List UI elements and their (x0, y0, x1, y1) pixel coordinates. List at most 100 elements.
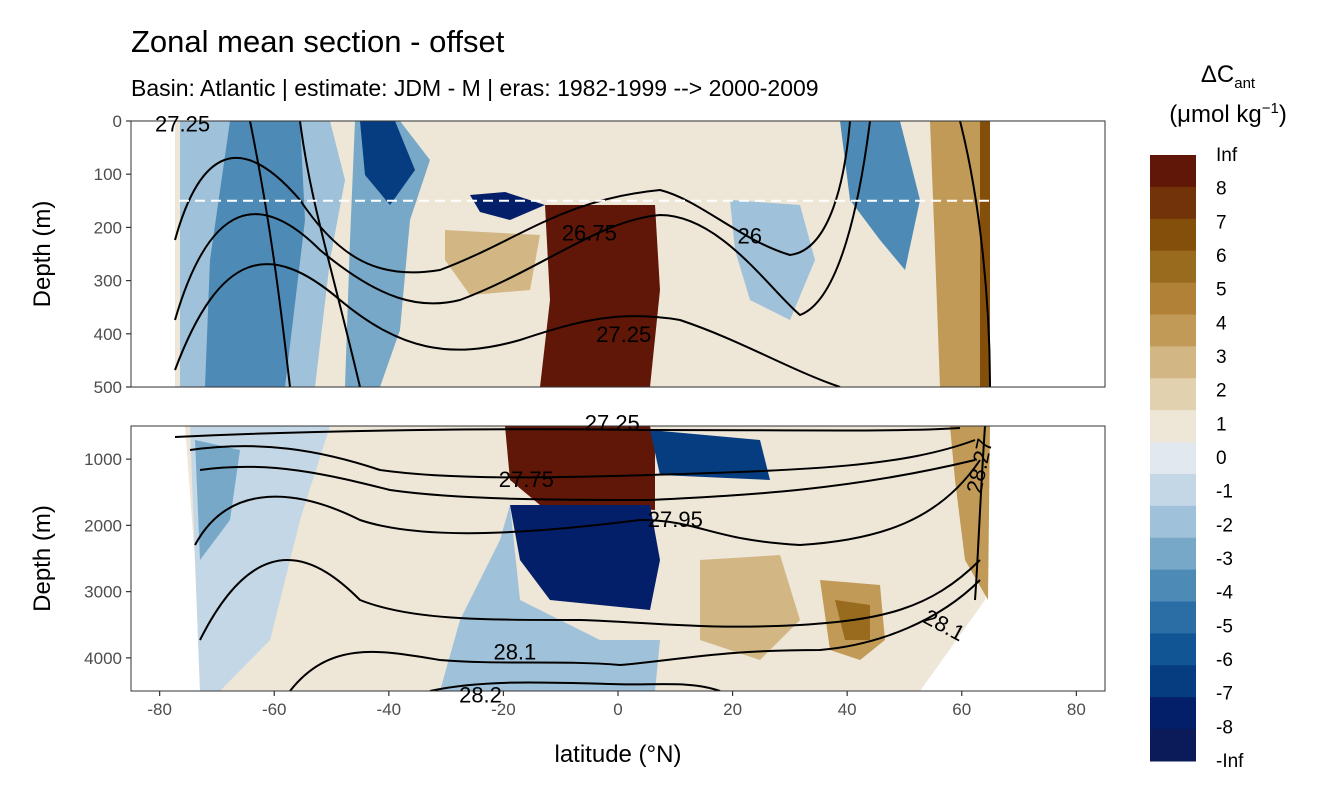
legend-label: 7 (1216, 212, 1227, 233)
x-tick-label: -60 (262, 700, 287, 719)
lower-y-axis-title: Depth (m) (29, 505, 56, 612)
lower-field (131, 426, 1105, 691)
legend-label: -7 (1216, 684, 1233, 705)
legend-label: -3 (1216, 549, 1233, 570)
contour-line (974, 426, 986, 601)
upper-northern-strong (840, 121, 920, 270)
lower-deep-blue-core (510, 505, 660, 610)
legend-label: 4 (1216, 313, 1227, 334)
legend-label: -6 (1216, 650, 1233, 671)
legend-unit-close: ) (1278, 100, 1287, 128)
contour-line (959, 121, 991, 387)
legend-label: -Inf (1216, 751, 1244, 772)
y-tick-label: 300 (94, 272, 122, 291)
legend-label: 2 (1216, 381, 1227, 402)
legend-swatch (1150, 569, 1196, 603)
x-axis-title: latitude (°N) (555, 741, 682, 768)
lower-tan-patch (700, 555, 800, 660)
lower-edge-positive (950, 426, 990, 600)
legend-swatch (1150, 729, 1196, 762)
y-tick-label: 1000 (84, 450, 122, 469)
x-tick-label: 40 (838, 700, 857, 719)
legend-label: Inf (1216, 145, 1238, 166)
legend-swatch (1150, 473, 1196, 507)
upper-contour-labels: 27.25 26.75 26 27.25 (155, 112, 762, 347)
x-tick-label: 0 (613, 700, 622, 719)
contour-label: 27.25 (155, 112, 210, 137)
legend-swatch (1150, 378, 1196, 411)
contour-label: 27.25 (596, 322, 651, 347)
legend-label: -8 (1216, 717, 1233, 738)
contour-line (174, 263, 841, 387)
x-axis: -80 -60 -40 -20 0 20 40 60 80 (147, 691, 1086, 719)
legend-swatch (1150, 537, 1196, 571)
contour-line (299, 121, 361, 387)
contour-line (174, 427, 961, 438)
contour-label: 28.2 (459, 682, 502, 707)
upper-y-axis-title: Depth (m) (29, 201, 56, 308)
contour-label: 26.75 (562, 221, 617, 246)
contour-label: 27.25 (585, 411, 640, 436)
chart-title: Zonal mean section - offset (131, 24, 505, 59)
y-tick-label: 3000 (84, 583, 122, 602)
contour-line (199, 559, 981, 641)
legend-label: 6 (1216, 246, 1227, 267)
legend-swatch (1150, 155, 1196, 188)
legend-swatch (1150, 314, 1196, 347)
y-tick-label: 4000 (84, 649, 122, 668)
contour-label: 27.95 (648, 507, 703, 532)
legend-label: 0 (1216, 448, 1227, 469)
y-tick-label: 100 (94, 165, 122, 184)
y-tick-label: 400 (94, 325, 122, 344)
x-tick-label: 20 (723, 700, 742, 719)
upper-y-axis: 0 100 200 300 400 500 (94, 112, 131, 397)
contour-line (194, 459, 981, 547)
legend-swatch (1150, 282, 1196, 315)
legend-title: ΔCant (μmol kg−1) (1140, 56, 1316, 134)
legend-label: -2 (1216, 515, 1233, 536)
legend-swatch (1150, 665, 1196, 698)
legend-swatch (1150, 697, 1196, 730)
contour-line (429, 681, 721, 691)
contour-label: 28.1 (493, 639, 536, 664)
upper-subsurface-blue (470, 192, 545, 220)
legend-swatch (1150, 633, 1196, 666)
upper-contours (174, 121, 991, 387)
legend-label: 3 (1216, 347, 1227, 368)
contour-line (199, 459, 976, 502)
color-legend: Inf 8 7 6 5 4 3 2 1 0 -1 -2 -3 -4 -5 -6 -7 -8 -Inf (1150, 145, 1244, 772)
legend-swatch (1150, 250, 1196, 284)
legend-swatch (1150, 505, 1196, 539)
x-tick-label: -20 (491, 700, 516, 719)
upper-northern-positive (930, 121, 990, 387)
legend-title-unit: (μmol kg−1) (1140, 96, 1316, 134)
legend-label: -5 (1216, 616, 1233, 637)
lower-deep-blue-fringe (440, 505, 660, 691)
x-tick-label: 60 (952, 700, 971, 719)
upper-equatorial-positive (540, 205, 660, 387)
legend-label: -4 (1216, 583, 1233, 604)
y-tick-label: 0 (113, 112, 122, 131)
legend-swatch (1150, 218, 1196, 252)
y-tick-label: 2000 (84, 516, 122, 535)
upper-southern-strong (205, 121, 305, 387)
lower-y-axis: 1000 2000 3000 4000 (84, 450, 131, 668)
chart-subtitle: Basin: Atlantic | estimate: JDM - M | er… (131, 75, 819, 101)
contour-line (289, 579, 981, 691)
contour-label: 26 (738, 223, 762, 248)
legend-swatch (1150, 601, 1196, 634)
lower-northern-blue-band (650, 430, 770, 480)
contour-line (174, 121, 871, 321)
x-tick-label: -80 (147, 700, 172, 719)
legend-title-symbol: ΔC (1200, 61, 1235, 88)
upper-deep-blue-core (360, 121, 415, 205)
lower-equatorial-positive (505, 426, 655, 510)
legend-swatch (1150, 186, 1196, 220)
legend-swatch (1150, 346, 1196, 379)
contour-label: 27.75 (499, 467, 554, 492)
legend-label: 8 (1216, 179, 1227, 200)
upper-tan-patch (445, 230, 540, 295)
